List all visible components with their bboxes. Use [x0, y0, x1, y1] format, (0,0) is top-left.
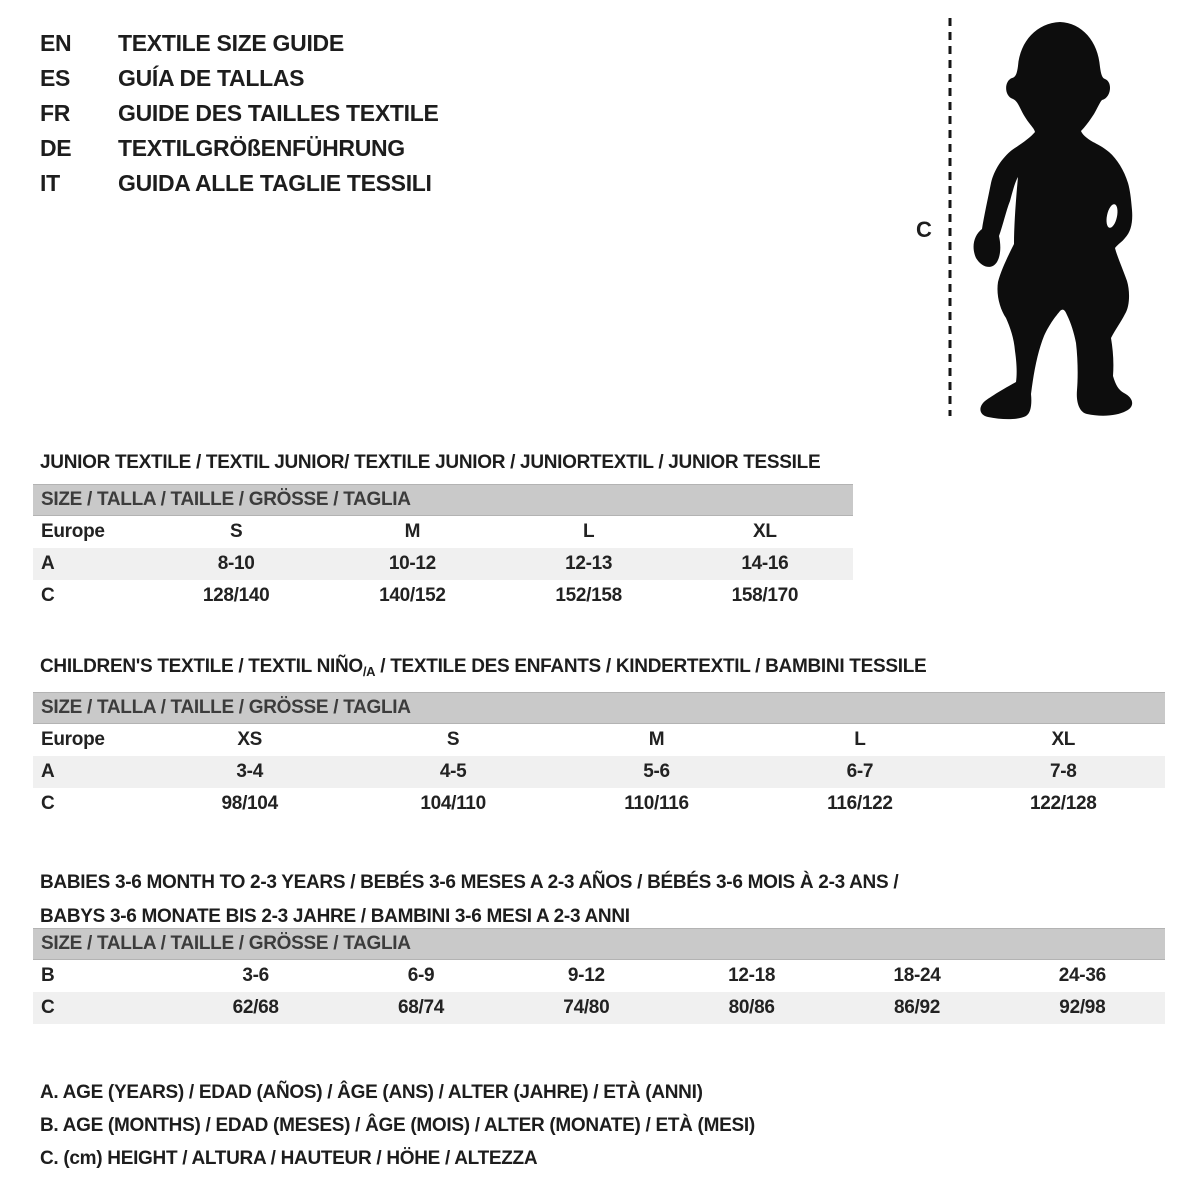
size-cell: L: [854, 729, 866, 750]
language-row: DE TEXTILGRÖßENFÜHRUNG: [40, 131, 439, 166]
height-cell: 152/158: [555, 585, 622, 606]
legend-line-b: B. AGE (MONTHS) / EDAD (MESES) / ÂGE (MO…: [40, 1115, 755, 1136]
table-row: C 62/68 68/74 74/80 80/86 86/92 92/98: [33, 992, 1165, 1024]
height-cell: 128/140: [202, 585, 270, 606]
size-cell: L: [582, 521, 595, 542]
height-cell: 68/74: [397, 997, 445, 1018]
age-cell: 12-13: [565, 553, 613, 574]
size-cell: XL: [1051, 729, 1076, 750]
children-heading-text: / TEXTILE DES ENFANTS / KINDERTEXTIL / B…: [375, 655, 927, 677]
age-cell: 4-5: [439, 761, 467, 782]
language-title: GUÍA DE TALLAS: [118, 65, 305, 91]
age-cell: 14-16: [741, 553, 789, 574]
language-row: EN TEXTILE SIZE GUIDE: [40, 26, 439, 61]
height-cell: 98/104: [221, 793, 279, 814]
height-cell: 80/86: [728, 997, 775, 1018]
toddler-silhouette: [973, 22, 1133, 420]
age-cell: 3-6: [242, 965, 269, 986]
language-title: TEXTILE SIZE GUIDE: [118, 30, 344, 56]
age-cell: 5-6: [643, 761, 670, 782]
language-title: GUIDA ALLE TAGLIE TESSILI: [118, 170, 432, 196]
height-cell: 110/116: [624, 793, 689, 814]
language-code: EN: [40, 30, 72, 56]
children-size-table: SIZE / TALLA / TAILLE / GRÖSSE / TAGLIA …: [33, 692, 1165, 820]
age-cell: 6-7: [846, 761, 874, 782]
size-cell: S: [229, 521, 243, 542]
legend-block: A. AGE (YEARS) / EDAD (AÑOS) / ÂGE (ANS)…: [40, 1076, 755, 1175]
size-header-bar: SIZE / TALLA / TAILLE / GRÖSSE / TAGLIA: [33, 484, 853, 516]
language-code: IT: [40, 170, 60, 196]
height-cell: 122/128: [1029, 793, 1097, 814]
table-row: A 3-4 4-5 5-6 6-7 7-8: [33, 756, 1165, 788]
age-cell: 12-18: [728, 965, 776, 986]
height-cell: 158/170: [731, 585, 799, 606]
table-row: A 8-10 10-12 12-13 14-16: [33, 548, 853, 580]
age-cell: 6-9: [407, 965, 435, 986]
row-label: A: [41, 761, 55, 782]
age-cell: 9-12: [567, 965, 605, 986]
height-cell: 92/98: [1059, 997, 1106, 1018]
language-row: FR GUIDE DES TAILLES TEXTILE: [40, 96, 439, 131]
age-cell: 18-24: [893, 965, 941, 986]
size-cell: M: [404, 521, 421, 542]
height-cell: 62/68: [232, 997, 279, 1018]
height-cell: 74/80: [563, 997, 610, 1018]
children-heading-sub: /A: [362, 663, 376, 679]
age-cell: 3-4: [236, 761, 263, 782]
language-title-block: EN TEXTILE SIZE GUIDE ES GUÍA DE TALLAS …: [40, 26, 439, 201]
hand-body-gap: [1106, 204, 1118, 228]
table-row: Europe S M L XL: [33, 516, 853, 548]
row-label: C: [41, 585, 55, 606]
babies-size-table: SIZE / TALLA / TAILLE / GRÖSSE / TAGLIA …: [33, 928, 1165, 1024]
language-title: TEXTILGRÖßENFÜHRUNG: [118, 135, 405, 161]
size-cell: S: [446, 729, 460, 750]
toddler-silhouette-figure: [948, 18, 1133, 420]
age-cell: 8-10: [217, 553, 255, 574]
age-cell: 10-12: [388, 553, 436, 574]
height-cell: 140/152: [379, 585, 446, 606]
table-row: C 98/104 104/110 110/116 116/122 122/128: [33, 788, 1165, 820]
row-label: Europe: [41, 521, 105, 542]
language-title: GUIDE DES TAILLES TEXTILE: [118, 100, 439, 126]
babies-section-heading: BABIES 3-6 MONTH TO 2-3 YEARS / BEBÉS 3-…: [40, 866, 899, 934]
row-label: C: [41, 793, 55, 814]
size-cell: M: [648, 729, 665, 750]
table-row: B 3-6 6-9 9-12 12-18 18-24 24-36: [33, 960, 1165, 992]
children-section-heading: CHILDREN'S TEXTILE / TEXTIL NIÑO/A / TEX…: [40, 655, 927, 679]
height-cell: 104/110: [420, 793, 486, 814]
row-label: Europe: [41, 729, 105, 750]
language-code: FR: [40, 100, 71, 126]
children-heading-text: CHILDREN'S TEXTILE / TEXTIL NIÑO: [40, 655, 363, 677]
junior-size-table: SIZE / TALLA / TAILLE / GRÖSSE / TAGLIA …: [33, 484, 853, 612]
age-cell: 24-36: [1058, 965, 1106, 986]
size-cell: XL: [753, 521, 777, 542]
size-cell: XS: [237, 729, 263, 750]
age-cell: 7-8: [1050, 761, 1077, 782]
row-label: A: [41, 553, 55, 574]
height-cell: 86/92: [893, 997, 941, 1018]
language-row: IT GUIDA ALLE TAGLIE TESSILI: [40, 166, 439, 201]
height-label: C: [916, 217, 932, 242]
table-row: C 128/140 140/152 152/158 158/170: [33, 580, 853, 612]
babies-heading-line1: BABIES 3-6 MONTH TO 2-3 YEARS / BEBÉS 3-…: [40, 871, 899, 893]
language-code: ES: [40, 65, 71, 91]
language-code: DE: [40, 135, 72, 161]
row-label: B: [41, 965, 55, 986]
babies-heading-line2: BABYS 3-6 MONATE BIS 2-3 JAHRE / BAMBINI…: [40, 905, 630, 927]
legend-line-c: C. (cm) HEIGHT / ALTURA / HAUTEUR / HÖHE…: [40, 1148, 538, 1169]
legend-line-a: A. AGE (YEARS) / EDAD (AÑOS) / ÂGE (ANS)…: [40, 1082, 703, 1103]
table-row: Europe XS S M L XL: [33, 724, 1165, 756]
size-header-bar: SIZE / TALLA / TAILLE / GRÖSSE / TAGLIA: [33, 692, 1165, 724]
size-header-bar: SIZE / TALLA / TAILLE / GRÖSSE / TAGLIA: [33, 928, 1165, 960]
height-cell: 116/122: [827, 793, 893, 814]
row-label: C: [41, 997, 55, 1018]
junior-section-heading: JUNIOR TEXTILE / TEXTIL JUNIOR/ TEXTILE …: [40, 451, 821, 473]
language-row: ES GUÍA DE TALLAS: [40, 61, 439, 96]
